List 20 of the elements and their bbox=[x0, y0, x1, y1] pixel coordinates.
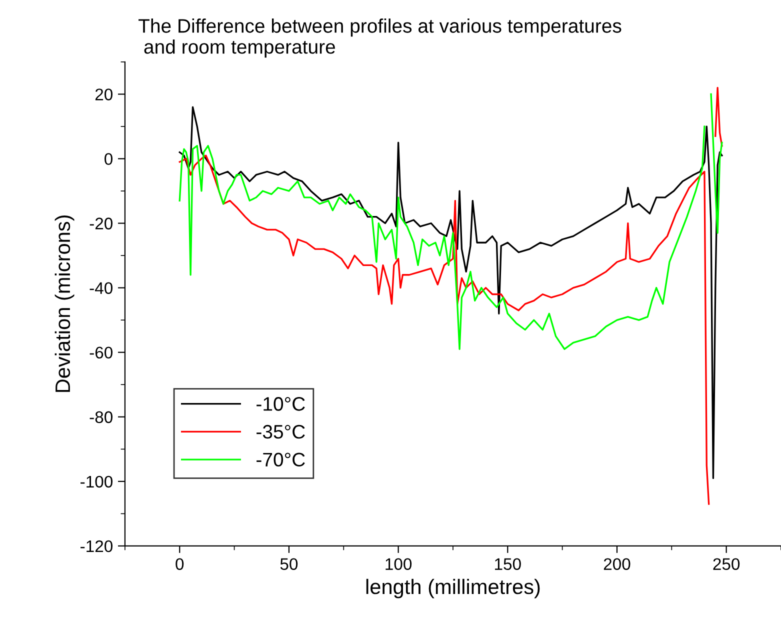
legend-label: -70°C bbox=[256, 452, 305, 467]
chart-title: The Difference between profiles at various temperatures and room temperature bbox=[138, 18, 622, 58]
x-tick-label: 100 bbox=[386, 558, 412, 570]
x-tick-label: 50 bbox=[280, 558, 298, 570]
y-tick-label: -60 bbox=[90, 346, 113, 359]
legend-label: -10°C bbox=[256, 397, 305, 411]
legend-label: -35°C bbox=[256, 424, 305, 439]
x-tick-label: 200 bbox=[604, 558, 630, 570]
x-tick-label: 0 bbox=[176, 558, 184, 570]
y-tick-label: -120 bbox=[80, 540, 113, 552]
x-tick-label: 250 bbox=[713, 558, 740, 570]
y-tick-label: -20 bbox=[90, 218, 113, 230]
y-tick-label: -40 bbox=[90, 282, 113, 294]
y-tick-label: 20 bbox=[95, 88, 113, 100]
y-tick-label: 0 bbox=[104, 153, 113, 165]
y-tick-label: -100 bbox=[80, 476, 113, 488]
x-axis-title: length (millimetres) bbox=[366, 578, 540, 598]
y-tick-label: -80 bbox=[90, 411, 113, 424]
y-axis-title: Deviation (microns) bbox=[54, 215, 74, 392]
x-tick-label: 150 bbox=[495, 558, 521, 570]
